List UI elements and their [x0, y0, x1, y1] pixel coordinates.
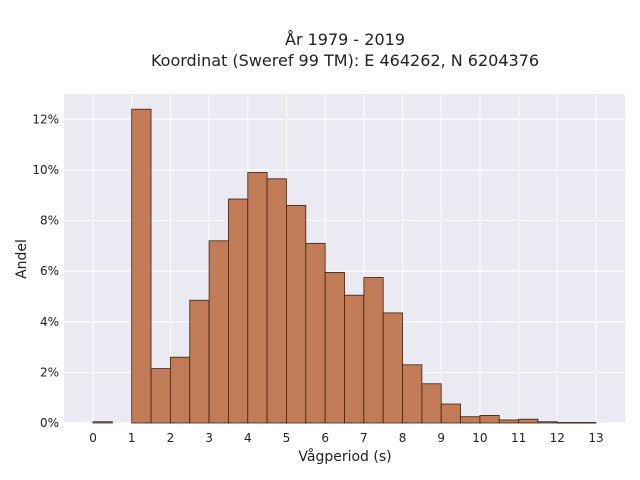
chart-title-line-2: Koordinat (Sweref 99 TM): E 464262, N 62… [151, 51, 539, 70]
y-tick-labels: 0% 2% 4% 6% 8% 10% 12% [32, 112, 59, 430]
chart-title-line-1: År 1979 - 2019 [285, 30, 405, 49]
x-tick-label: 6 [321, 431, 329, 445]
x-tick-label: 5 [283, 431, 291, 445]
y-tick-label: 10% [32, 163, 59, 177]
y-tick-label: 8% [40, 214, 59, 228]
histogram-bar [363, 277, 384, 424]
x-tick-label: 10 [472, 431, 487, 445]
histogram-bar [286, 204, 307, 424]
x-tick-label: 12 [550, 431, 565, 445]
x-tick-label: 9 [437, 431, 445, 445]
histogram-bar [247, 172, 268, 424]
bars [92, 108, 597, 424]
histogram-bar [150, 368, 171, 424]
histogram-bar [479, 415, 500, 424]
histogram-bar [537, 421, 558, 424]
histogram-bar [518, 418, 539, 424]
histogram-bar [576, 422, 597, 424]
histogram-bar [131, 108, 152, 424]
histogram-bar [189, 299, 210, 424]
histogram-bar [208, 240, 229, 424]
x-axis-label: Vågperiod (s) [298, 448, 391, 465]
x-tick-label: 0 [89, 431, 97, 445]
x-tick-label: 3 [205, 431, 213, 445]
y-tick-label: 6% [40, 264, 59, 278]
histogram-bar [344, 294, 365, 424]
histogram-bar [382, 312, 403, 424]
y-tick-label: 4% [40, 315, 59, 329]
x-tick-label: 7 [360, 431, 368, 445]
histogram-bar [305, 242, 326, 424]
x-tick-label: 8 [399, 431, 407, 445]
histogram-bar [556, 422, 578, 424]
y-axis-label: Andel [14, 239, 30, 279]
histogram-bar [169, 356, 191, 424]
x-tick-label: 4 [244, 431, 252, 445]
histogram-bar [498, 419, 520, 424]
y-tick-label: 2% [40, 365, 59, 379]
histogram-bar [440, 403, 461, 424]
x-tick-label: 2 [167, 431, 175, 445]
histogram-bar [266, 178, 287, 424]
x-tick-label: 11 [511, 431, 526, 445]
histogram-bar [402, 364, 423, 424]
histogram-bar [228, 198, 249, 424]
histogram-bar [92, 421, 113, 424]
y-tick-label: 0% [40, 416, 59, 430]
x-tick-labels: 0 1 2 3 4 5 6 7 8 9 10 11 12 13 [89, 431, 603, 445]
histogram-bar [324, 272, 345, 424]
y-tick-label: 12% [32, 112, 59, 126]
x-tick-label: 1 [128, 431, 136, 445]
x-tick-label: 13 [588, 431, 603, 445]
histogram-bar [460, 416, 481, 424]
histogram-bar [421, 383, 442, 424]
